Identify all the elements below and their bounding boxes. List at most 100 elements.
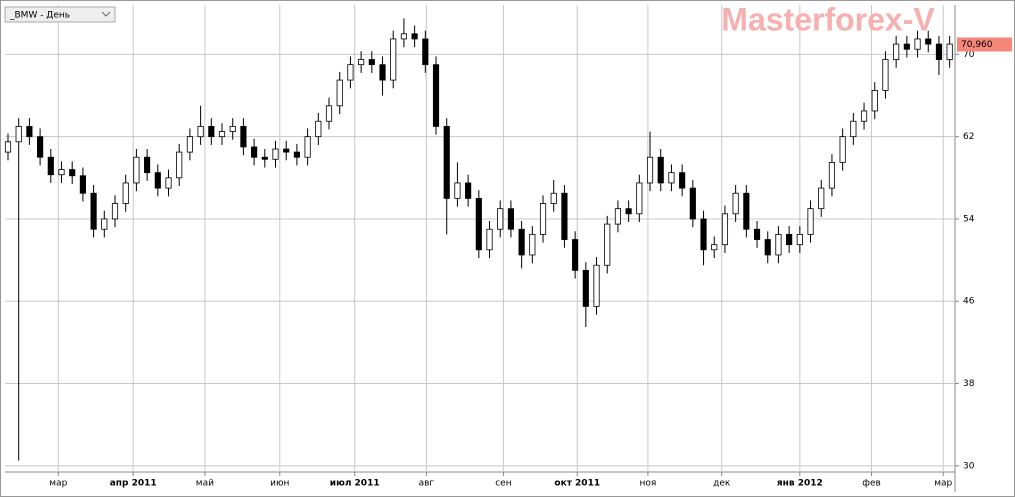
candle-body <box>272 148 279 160</box>
candle-body <box>689 187 696 220</box>
y-tick-label: 62 <box>963 132 974 142</box>
candle-body <box>229 125 236 132</box>
candle-body <box>411 33 418 40</box>
candle-body <box>454 182 461 199</box>
candle-body <box>133 156 140 184</box>
candle-body <box>721 213 729 246</box>
candle-body <box>79 175 86 194</box>
candle-body <box>165 177 172 189</box>
candle-body <box>786 233 793 246</box>
dropdown-arrow[interactable] <box>101 11 111 17</box>
candle-body <box>743 192 750 230</box>
candle-body <box>582 269 589 307</box>
candle-body <box>807 208 814 235</box>
candle-body <box>679 172 686 189</box>
candle-body <box>304 136 311 158</box>
x-tick-label: июн <box>270 479 289 489</box>
y-tick-label: 54 <box>963 214 975 224</box>
candle-body <box>197 125 204 138</box>
y-tick-label: 70 <box>963 50 975 60</box>
candle-body <box>4 141 12 153</box>
candle-body <box>101 218 108 230</box>
candle-body <box>176 151 183 179</box>
candle-body <box>358 59 365 66</box>
candle-body <box>218 131 226 138</box>
candle-body <box>668 172 675 184</box>
candle-body <box>58 169 65 176</box>
x-tick-label: ноя <box>639 479 656 489</box>
candle-body <box>465 182 472 199</box>
candle-body <box>144 156 151 174</box>
candle-body <box>507 208 514 230</box>
candle-body <box>422 38 429 66</box>
x-tick-label: апр 2011 <box>110 479 157 489</box>
candle-body <box>753 228 761 240</box>
candle-body <box>529 233 536 256</box>
candle-body <box>796 233 803 246</box>
candle-body <box>69 169 76 177</box>
candle-body <box>400 33 407 40</box>
candle-body <box>775 233 782 256</box>
candle-body <box>893 43 900 60</box>
x-tick-label: июл 2011 <box>330 479 380 489</box>
candle-body <box>432 64 440 127</box>
candle-body <box>518 228 525 256</box>
last-price-box <box>957 37 1012 52</box>
candle-body <box>240 125 247 148</box>
candle-body <box>315 120 322 138</box>
candle-body <box>497 208 504 230</box>
candle-body <box>154 172 161 189</box>
candle-body <box>860 110 868 122</box>
candle-body <box>90 192 97 230</box>
y-tick-label: 38 <box>963 379 975 389</box>
candle-body <box>261 156 268 160</box>
candle-body <box>336 79 343 107</box>
x-tick-label: дек <box>713 479 731 489</box>
last-price-label: 70,960 <box>961 40 993 50</box>
candle-body <box>208 125 215 138</box>
y-tick-label: 46 <box>963 297 975 307</box>
candle-body <box>593 264 600 307</box>
candle-body <box>903 43 910 50</box>
candle-body <box>561 192 568 240</box>
candle-body <box>251 146 258 158</box>
candle-body <box>283 148 290 153</box>
candle-body <box>122 182 129 204</box>
candle-body <box>390 38 397 81</box>
chart-title: _BMW - День <box>9 11 70 21</box>
candle-body <box>914 38 921 50</box>
candle-body <box>764 239 771 256</box>
x-tick-label: янв 2012 <box>777 479 823 489</box>
candle-body <box>47 156 54 176</box>
candle-body <box>946 43 953 60</box>
y-tick-label: 30 <box>963 461 975 471</box>
title-box[interactable] <box>4 6 116 23</box>
candle-body <box>379 64 386 81</box>
candle-body <box>850 120 857 138</box>
candle-body <box>604 223 611 266</box>
candle-body <box>935 43 943 60</box>
candle-body <box>368 59 375 66</box>
candle-body <box>711 244 718 251</box>
x-tick-label: май <box>196 479 214 489</box>
candle-body <box>572 239 579 271</box>
candle-body <box>839 136 846 163</box>
candle-body <box>475 197 482 251</box>
candle-body <box>925 38 932 45</box>
candle-body <box>871 89 878 112</box>
candle-body <box>646 156 654 184</box>
x-tick-label: мар <box>934 479 952 489</box>
candle-body <box>293 151 300 158</box>
candle-body <box>882 59 889 91</box>
candle-body <box>325 105 333 122</box>
candle-body <box>15 125 22 143</box>
candle-body <box>111 203 119 220</box>
candle-body <box>700 218 707 251</box>
candle-body <box>550 192 557 204</box>
x-tick-label: окт 2011 <box>554 479 600 489</box>
candle-body <box>828 161 836 189</box>
candle-body <box>732 192 739 215</box>
candle-body <box>657 156 664 184</box>
candle-body <box>625 208 632 215</box>
